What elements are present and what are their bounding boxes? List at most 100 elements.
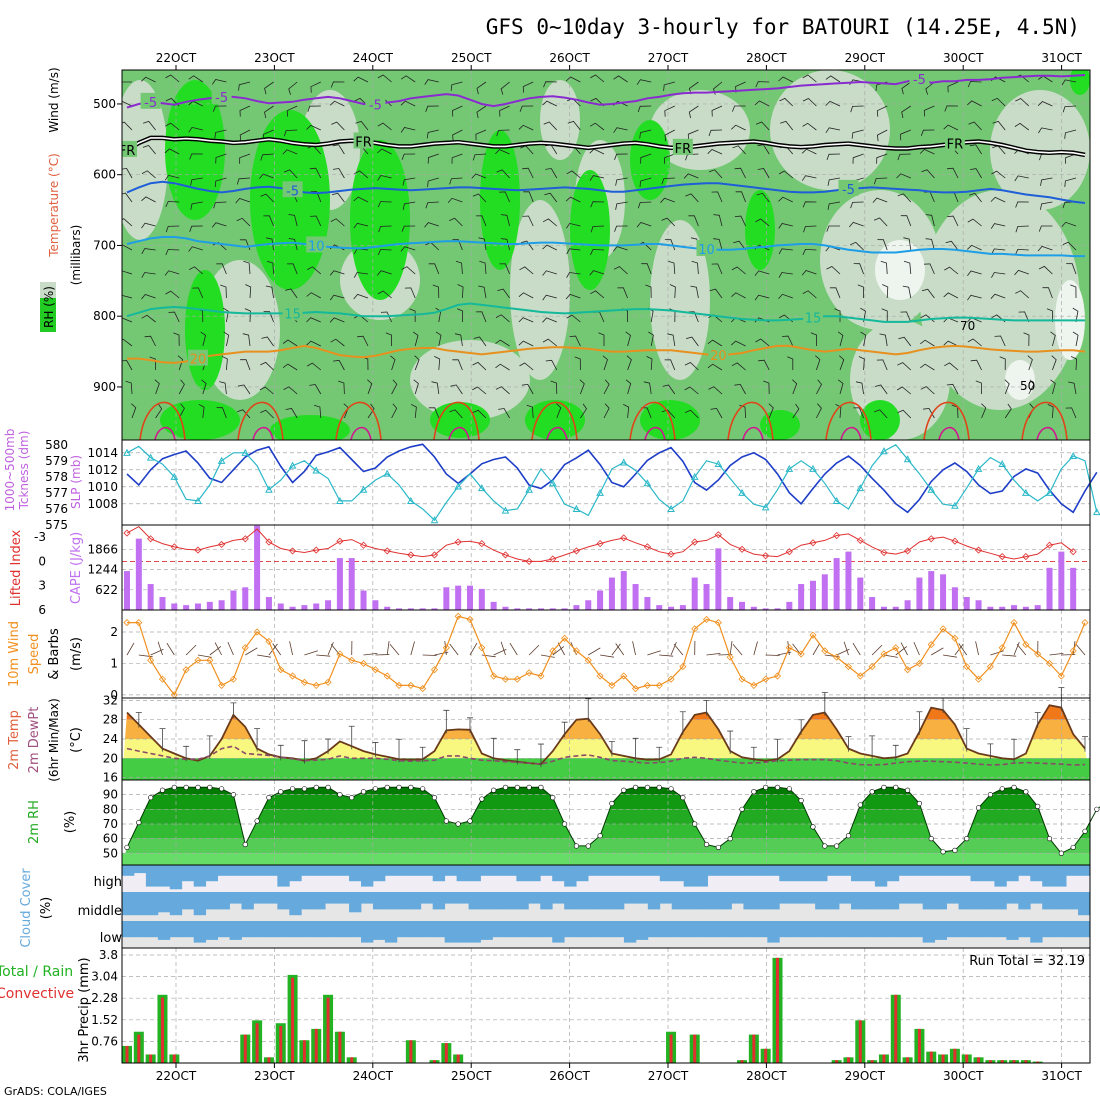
ua-barb-4-11: [223, 331, 230, 347]
cloud-high-bar-79: [1066, 865, 1079, 876]
rh-point-60: [834, 843, 840, 849]
ua-barb-7-4: [283, 169, 298, 179]
cloud-low-bar-57: [803, 921, 816, 938]
ua-barb-32-8: [880, 260, 888, 275]
contour-label-bg-3-16: [306, 236, 327, 253]
rh-region-21: [350, 140, 410, 300]
ua-barb-39-4: [1040, 177, 1053, 186]
rh-region-6: [770, 70, 890, 190]
wind-point-29: [466, 615, 474, 623]
thickness-point-62: [856, 484, 865, 492]
ua-barb-18-1: [542, 100, 557, 107]
wind-speed-line: [127, 615, 1086, 697]
ua-barb-19-7: [566, 248, 581, 255]
cloud-high-bar-34: [528, 865, 541, 882]
temp-minmax-11: [254, 728, 261, 752]
ua-barb-40-7: [1062, 241, 1077, 251]
wind-barb-72: [975, 641, 979, 656]
ua-barb-1-13: [154, 379, 160, 395]
rh-point-10: [242, 841, 248, 848]
upper-air-plot: -5 -5 -5 -5 FR FR FR FR -5 -5 10 10 15 15 20 20 70 50: [122, 70, 1090, 440]
cape-bar-23: [396, 608, 403, 610]
cloud-middle-bar-48: [695, 892, 708, 910]
wind-point-23: [395, 681, 403, 689]
cape-bar-42: [620, 571, 627, 610]
temp-minmax-1: [135, 712, 142, 728]
ua-barb-18-0: [543, 81, 557, 88]
ua-barb-30-11: [837, 331, 844, 347]
cloud-high-bar-47: [683, 865, 697, 887]
ua-barb-15-3: [472, 153, 487, 161]
wind-point-12: [265, 637, 273, 645]
rh-region-8: [920, 190, 1080, 410]
precip-conv-bar-15: [302, 1040, 306, 1063]
cloud-low-bar-64: [886, 921, 900, 938]
precip-conv-bar-54: [764, 1048, 768, 1063]
cloud-middle-bar-60: [839, 892, 852, 904]
thickness-point-58: [809, 464, 817, 472]
wind-point-74: [998, 644, 1006, 652]
temp-minmax-9: [230, 702, 237, 718]
ua-barb-25-13: [708, 386, 723, 395]
ua-barb-2-8: [164, 270, 180, 276]
ua-barb-6-8: [266, 260, 274, 275]
wind-barb-54: [765, 654, 780, 656]
ua-barb-15-4: [471, 173, 487, 179]
rh-band-4: [122, 838, 1090, 854]
cloud-middle-bar-29: [468, 892, 481, 910]
ua-barb-25-8: [711, 263, 723, 275]
ua-barb-13-13: [431, 381, 440, 395]
temp-band-0: [122, 705, 1090, 720]
cloud-high-bar-67: [922, 865, 936, 876]
slp-ytick-1012: 1012: [87, 463, 118, 477]
thickness-point-0: [123, 448, 131, 456]
wind-point-52: [738, 675, 746, 683]
ua-barb-15-13: [472, 386, 487, 395]
ua-barb-8-1: [307, 105, 321, 112]
wind-point-17: [324, 678, 332, 686]
rh-point-49: [703, 841, 710, 848]
top-date-label-31OCT: 31OCT: [1041, 51, 1082, 65]
ua-barb-12-8: [401, 266, 416, 275]
cloud-high-bar-50: [719, 865, 732, 876]
rh-region-30: [640, 400, 700, 440]
cloud-low-bar-12: [265, 921, 278, 938]
ua-barb-25-12: [707, 363, 723, 371]
cape-bar-77: [1034, 605, 1041, 610]
cloud-low-bar-62: [862, 921, 876, 938]
precip-conv-bar-74: [1000, 1060, 1004, 1063]
ua-barb-37-9: [990, 293, 1006, 299]
rh-band-0: [122, 787, 1090, 795]
cape-bar-69: [940, 574, 947, 610]
ua-ytick-700: 700: [93, 238, 116, 252]
ua-barb-5-2: [239, 129, 251, 142]
ua-barb-32-5: [872, 197, 888, 203]
ua-barb-19-9: [565, 293, 581, 300]
temp-minmax-23: [396, 738, 403, 763]
ua-barb-36-8: [967, 270, 982, 277]
cape-bar-39: [585, 600, 592, 610]
ua-barb-40-1: [1062, 105, 1077, 113]
cloud-high-bar-78: [1054, 865, 1067, 887]
cloud-middle-bar-20: [361, 892, 374, 904]
cloud-high-bar-24: [408, 865, 422, 876]
ua-barb-5-9: [245, 284, 252, 299]
ua-barb-19-4: [566, 170, 581, 179]
temp-30-contour-2: [350, 426, 372, 440]
ua-barb-4-3: [215, 153, 227, 164]
cloud-middle-bar-78: [1054, 892, 1067, 910]
temp-band-1: [122, 719, 1090, 739]
ua-barb-11-2: [377, 122, 392, 131]
cloud-middle-bar-2: [145, 892, 159, 916]
rh-point-48: [692, 821, 698, 827]
ua-barb-3-11: [200, 331, 207, 347]
ua-barb-11-4: [377, 175, 392, 181]
cape-bar-56: [786, 601, 793, 610]
cape-bar-17: [325, 600, 332, 610]
ua-barb-13-5: [425, 201, 439, 209]
ua-barb-31-14: [853, 407, 864, 419]
cape-bar-10: [242, 587, 249, 610]
ua-barb-14-13: [450, 384, 463, 395]
ua-barb-14-3: [451, 153, 463, 164]
bottom-date-label-28OCT: 28OCT: [746, 1069, 787, 1083]
